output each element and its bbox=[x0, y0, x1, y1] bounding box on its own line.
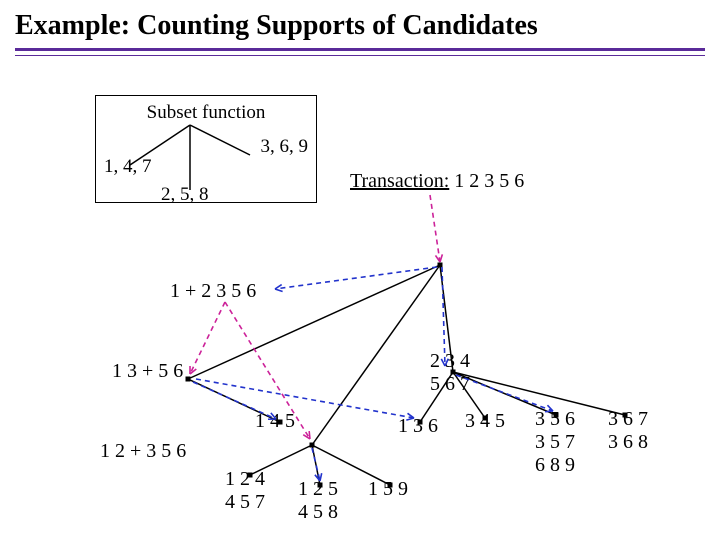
diagram-lines bbox=[0, 0, 720, 540]
